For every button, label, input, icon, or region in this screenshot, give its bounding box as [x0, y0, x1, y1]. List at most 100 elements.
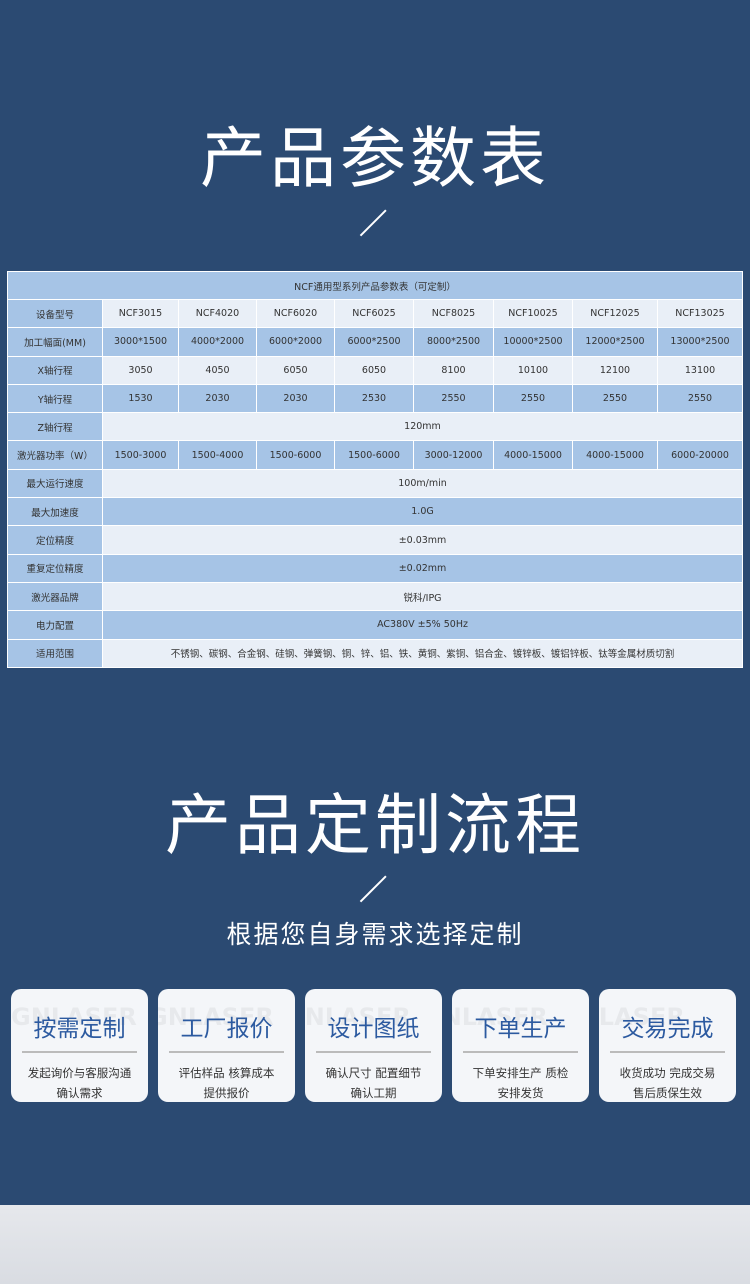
row-label: 最大加速度 — [7, 497, 103, 527]
step-desc-1: 发起询价与客服沟通 — [27, 1065, 132, 1080]
table-row: Y轴行程 1530 2030 2030 2530 2550 2550 2550 2550 — [7, 383, 744, 414]
table-cell: 13100 — [656, 355, 744, 385]
table-cell: 2550 — [413, 383, 494, 414]
table-cell: ±0.02mm — [101, 553, 744, 583]
table-cell: NCF3015 — [102, 298, 179, 329]
table-cell: 3000*1500 — [102, 327, 179, 357]
row-label: 激光器功率（W） — [7, 440, 103, 470]
step-desc-1: 评估样品 核算成本 — [178, 1065, 275, 1080]
slash-divider — [359, 209, 387, 237]
row-label: Z轴行程 — [7, 412, 103, 442]
table-row: 激光器品牌 锐科/IPG — [7, 581, 744, 612]
table-cell: 4000-15000 — [572, 440, 658, 470]
step-card: GNLASER 下单生产 下单安排生产 质检 安排发货 — [452, 989, 589, 1102]
table-cell: 2530 — [334, 383, 414, 414]
step-title: 工厂报价 — [180, 1016, 273, 1042]
table-cell: NCF12025 — [572, 298, 658, 329]
table-row: 电力配置 AC380V ±5% 50Hz — [7, 610, 744, 640]
table-cell: 8000*2500 — [413, 327, 494, 357]
table-cell: ±0.03mm — [101, 525, 744, 555]
table-cell: 120mm — [101, 412, 744, 442]
table-cell: 10000*2500 — [493, 327, 573, 357]
row-label: 电力配置 — [7, 610, 103, 640]
row-label: 定位精度 — [7, 525, 103, 555]
table-row: Z轴行程 120mm — [7, 412, 744, 442]
step-desc-1: 确认尺寸 配置细节 — [325, 1065, 422, 1080]
table-row: 加工幅面(MM) 3000*1500 4000*2000 6000*2000 6000*… — [7, 327, 744, 357]
table-row: 最大运行速度 100m/min — [7, 468, 744, 499]
table-cell: 12100 — [572, 355, 658, 385]
table-cell: 锐科/IPG — [101, 581, 744, 612]
table-cell: 6000*2000 — [256, 327, 335, 357]
table-row: 激光器功率（W） 1500-3000 1500-4000 1500-6000 1500-… — [7, 440, 744, 470]
watermark: GNLASER — [11, 1003, 137, 1031]
params-table: NCF通用型系列产品参数表（可定制） 设备型号 NCF3015 NCF4020 NCF… — [6, 271, 744, 668]
watermark: GNLASER — [305, 1003, 411, 1031]
table-cell: 12000*2500 — [572, 327, 658, 357]
step-card: GNLASER 交易完成 收货成功 完成交易 售后质保生效 — [599, 989, 736, 1102]
table-cell: 2550 — [493, 383, 573, 414]
table-row: 最大加速度 1.0G — [7, 497, 744, 527]
section-subtitle: 根据您自身需求选择定制 — [226, 920, 524, 949]
table-cell: 3000-12000 — [413, 440, 494, 470]
step-title: 设计图纸 — [327, 1016, 420, 1042]
table-cell: 1500-4000 — [178, 440, 257, 470]
table-row: 定位精度 ±0.03mm — [7, 525, 744, 555]
table-cell: 1500-3000 — [102, 440, 179, 470]
table-row: 适用范围 不锈钢、碳钢、合金钢、硅钢、弹簧钢、铜、锌、铝、铁、黄铜、紫铜、铝合金、… — [7, 638, 744, 668]
step-desc-1: 下单安排生产 质检 — [472, 1065, 569, 1080]
process-steps: GNLASER 按需定制 发起询价与客服沟通 确认需求 GNLASER 工厂报价 … — [11, 989, 736, 1102]
row-label: 加工幅面(MM) — [7, 327, 103, 357]
step-desc-2: 确认需求 — [56, 1085, 103, 1100]
row-label: 激光器品牌 — [7, 581, 103, 612]
table-cell: NCF8025 — [413, 298, 494, 329]
table-caption: NCF通用型系列产品参数表（可定制） — [6, 271, 744, 300]
table-cell: 1.0G — [101, 497, 744, 527]
step-title: 按需定制 — [33, 1016, 126, 1042]
table-cell: AC380V ±5% 50Hz — [101, 610, 744, 640]
table-cell: 2550 — [572, 383, 658, 414]
table-row: 设备型号 NCF3015 NCF4020 NCF6020 NCF6025 NCF8025 N… — [7, 298, 744, 329]
row-label: 重复定位精度 — [7, 553, 103, 583]
row-label: 适用范围 — [7, 638, 103, 668]
divider — [169, 1051, 284, 1053]
bottom-band — [0, 1205, 750, 1284]
step-desc-2: 售后质保生效 — [633, 1085, 702, 1100]
watermark: GNLASER — [599, 1003, 685, 1031]
table-cell: NCF10025 — [493, 298, 573, 329]
divider — [463, 1051, 578, 1053]
table-cell: NCF13025 — [656, 298, 744, 329]
section-title-params: 产品参数表 — [200, 120, 550, 197]
row-label: 最大运行速度 — [7, 468, 103, 499]
table-cell: 1500-6000 — [334, 440, 414, 470]
table-cell: 6050 — [256, 355, 335, 385]
divider — [610, 1051, 725, 1053]
step-card: GNLASER 按需定制 发起询价与客服沟通 确认需求 — [11, 989, 148, 1102]
table-cell: 2030 — [178, 383, 257, 414]
step-title: 下单生产 — [474, 1016, 567, 1042]
table-cell: 4000*2000 — [178, 327, 257, 357]
table-cell: NCF4020 — [178, 298, 257, 329]
table-cell: 10100 — [493, 355, 573, 385]
step-desc-2: 安排发货 — [497, 1085, 544, 1100]
table-row: 重复定位精度 ±0.02mm — [7, 553, 744, 583]
slash-divider — [359, 875, 387, 903]
table-row: X轴行程 3050 4050 6050 6050 8100 10100 12100 13100 — [7, 355, 744, 385]
watermark: GNLASER — [452, 1003, 548, 1031]
section-title-process: 产品定制流程 — [165, 787, 585, 864]
divider — [316, 1051, 431, 1053]
step-desc-2: 提供报价 — [203, 1085, 250, 1100]
row-label: Y轴行程 — [7, 383, 103, 414]
table-cell: 6000-20000 — [656, 440, 744, 470]
divider — [22, 1051, 137, 1053]
table-cell: 6000*2500 — [334, 327, 414, 357]
step-card: GNLASER 工厂报价 评估样品 核算成本 提供报价 — [158, 989, 295, 1102]
row-label: X轴行程 — [7, 355, 103, 385]
table-cell: 4000-15000 — [493, 440, 573, 470]
step-card: GNLASER 设计图纸 确认尺寸 配置细节 确认工期 — [305, 989, 442, 1102]
step-desc-2: 确认工期 — [350, 1085, 397, 1100]
table-cell: 100m/min — [101, 468, 744, 499]
table-cell: 6050 — [334, 355, 414, 385]
table-cell: 2550 — [656, 383, 744, 414]
row-label: 设备型号 — [7, 298, 103, 329]
